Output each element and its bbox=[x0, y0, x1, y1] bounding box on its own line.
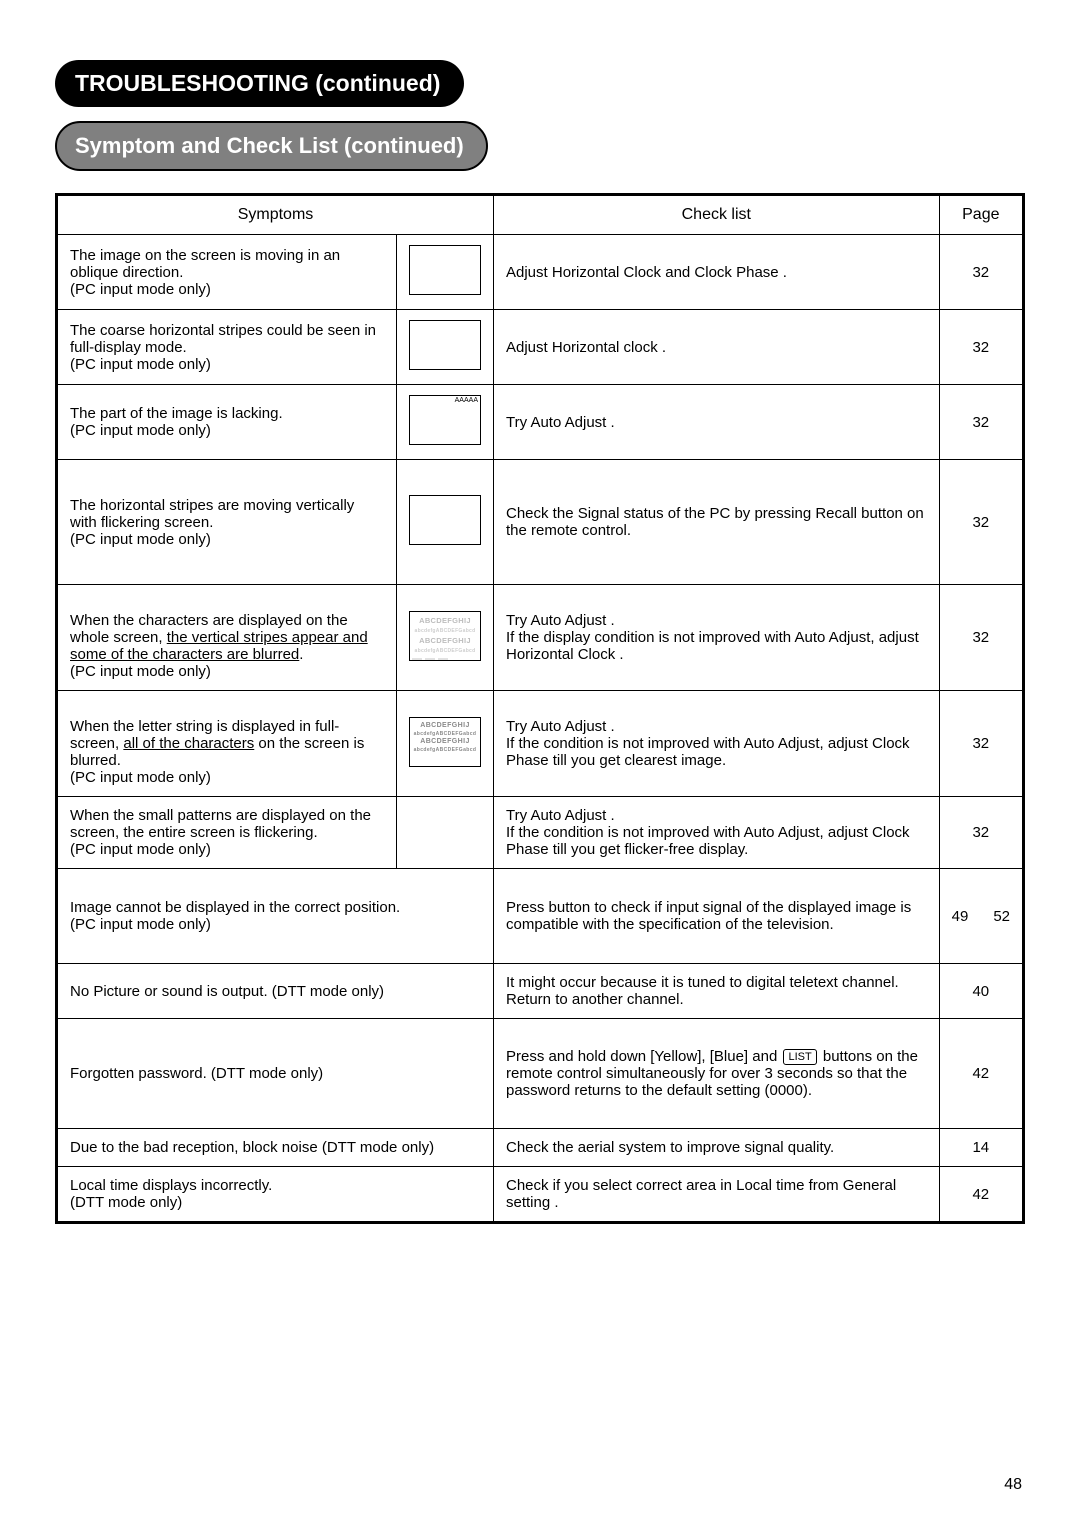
checklist-cell: Adjust Horizontal Clock and Clock Phase … bbox=[494, 235, 940, 310]
aaaaa-label: AAAAA bbox=[455, 397, 478, 404]
symptom-cell: Forgotten password. (DTT mode only) bbox=[57, 1019, 494, 1129]
symptom-cell: Due to the bad reception, block noise (D… bbox=[57, 1129, 494, 1167]
checklist-cell: Check the Signal status of the PC by pre… bbox=[494, 460, 940, 585]
checklist-cell: Try Auto Adjust . If the condition is no… bbox=[494, 691, 940, 797]
symptom-cell: The coarse horizontal stripes could be s… bbox=[57, 310, 397, 385]
flicker-stripes-icon bbox=[409, 495, 481, 545]
header-symptoms: Symptoms bbox=[57, 195, 494, 235]
thumbnail-cell bbox=[397, 460, 494, 585]
table-row: When the characters are displayed on the… bbox=[57, 585, 1024, 691]
page-cell: 32 bbox=[939, 385, 1023, 460]
checklist-cell: Press and hold down [Yellow], [Blue] and… bbox=[494, 1019, 940, 1129]
symptom-cell: No Picture or sound is output. (DTT mode… bbox=[57, 964, 494, 1019]
table-row: The horizontal stripes are moving vertic… bbox=[57, 460, 1024, 585]
thumbnail-cell: ABCDEFGHIJabcdefgABCDEFGabcdABCDEFGHIJab… bbox=[397, 691, 494, 797]
table-header-row: Symptoms Check list Page bbox=[57, 195, 1024, 235]
heading-symptom-checklist: Symptom and Check List (continued) bbox=[55, 121, 488, 171]
heading-troubleshooting: TROUBLESHOOTING (continued) bbox=[55, 60, 464, 107]
page-cell: 32 bbox=[939, 460, 1023, 585]
table-row: When the letter string is displayed in f… bbox=[57, 691, 1024, 797]
checklist-cell: Adjust Horizontal clock . bbox=[494, 310, 940, 385]
page-cell: 32 bbox=[939, 235, 1023, 310]
table-row: Due to the bad reception, block noise (D… bbox=[57, 1129, 1024, 1167]
troubleshoot-table: Symptoms Check list Page The image on th… bbox=[55, 193, 1025, 1224]
header-checklist: Check list bbox=[494, 195, 940, 235]
page-cell: 42 bbox=[939, 1167, 1023, 1223]
thumbnail-cell bbox=[397, 235, 494, 310]
symptom-text-underlined: all of the characters bbox=[123, 735, 254, 752]
page-cell: 32 bbox=[939, 797, 1023, 869]
image-lacking-icon: AAAAA bbox=[409, 395, 481, 445]
symptom-cell: The image on the screen is moving in an … bbox=[57, 235, 397, 310]
page-cell: 14 bbox=[939, 1129, 1023, 1167]
checklist-cell: Check the aerial system to improve signa… bbox=[494, 1129, 940, 1167]
checklist-cell: Press button to check if input signal of… bbox=[494, 869, 940, 964]
table-row: The part of the image is lacking. (PC in… bbox=[57, 385, 1024, 460]
checklist-cell: It might occur because it is tuned to di… bbox=[494, 964, 940, 1019]
symptom-cell: The horizontal stripes are moving vertic… bbox=[57, 460, 397, 585]
page-number: 48 bbox=[1004, 1476, 1022, 1494]
symptom-cell: When the characters are displayed on the… bbox=[57, 585, 397, 691]
checklist-cell: Try Auto Adjust . bbox=[494, 385, 940, 460]
table-row: Forgotten password. (DTT mode only) Pres… bbox=[57, 1019, 1024, 1129]
symptom-cell: Image cannot be displayed in the correct… bbox=[57, 869, 494, 964]
header-page: Page bbox=[939, 195, 1023, 235]
horizontal-stripes-icon bbox=[409, 320, 481, 370]
checklist-cell: Try Auto Adjust . If the condition is no… bbox=[494, 797, 940, 869]
page-cell: 49 52 bbox=[939, 869, 1023, 964]
page-cell: 32 bbox=[939, 310, 1023, 385]
table-row: No Picture or sound is output. (DTT mode… bbox=[57, 964, 1024, 1019]
thumbnail-cell bbox=[397, 310, 494, 385]
oblique-stripes-icon bbox=[409, 245, 481, 295]
symptom-cell: When the letter string is displayed in f… bbox=[57, 691, 397, 797]
page-cell: 32 bbox=[939, 585, 1023, 691]
table-row: The coarse horizontal stripes could be s… bbox=[57, 310, 1024, 385]
blurred-chars-all-icon: ABCDEFGHIJabcdefgABCDEFGabcdABCDEFGHIJab… bbox=[409, 717, 481, 767]
table-row: Local time displays incorrectly. (DTT mo… bbox=[57, 1167, 1024, 1223]
table-row: Image cannot be displayed in the correct… bbox=[57, 869, 1024, 964]
page-cell: 40 bbox=[939, 964, 1023, 1019]
list-button-icon: LIST bbox=[783, 1049, 816, 1065]
symptom-cell: When the small patterns are displayed on… bbox=[57, 797, 397, 869]
check-text-a: Press and hold down [Yellow], [Blue] and bbox=[506, 1048, 781, 1065]
checklist-cell: Try Auto Adjust . If the display conditi… bbox=[494, 585, 940, 691]
symptom-cell: The part of the image is lacking. (PC in… bbox=[57, 385, 397, 460]
thumbnail-cell: ABCDEFGHIJabcdefgABCDEFGabcdABCDEFGHIJab… bbox=[397, 585, 494, 691]
thumbnail-cell bbox=[397, 797, 494, 869]
page-cell: 42 bbox=[939, 1019, 1023, 1129]
checklist-cell: Check if you select correct area in Loca… bbox=[494, 1167, 940, 1223]
table-row: When the small patterns are displayed on… bbox=[57, 797, 1024, 869]
page-cell: 32 bbox=[939, 691, 1023, 797]
table-row: The image on the screen is moving in an … bbox=[57, 235, 1024, 310]
blurred-chars-partial-icon: ABCDEFGHIJabcdefgABCDEFGabcdABCDEFGHIJab… bbox=[409, 611, 481, 661]
thumbnail-cell: AAAAA bbox=[397, 385, 494, 460]
symptom-cell: Local time displays incorrectly. (DTT mo… bbox=[57, 1167, 494, 1223]
